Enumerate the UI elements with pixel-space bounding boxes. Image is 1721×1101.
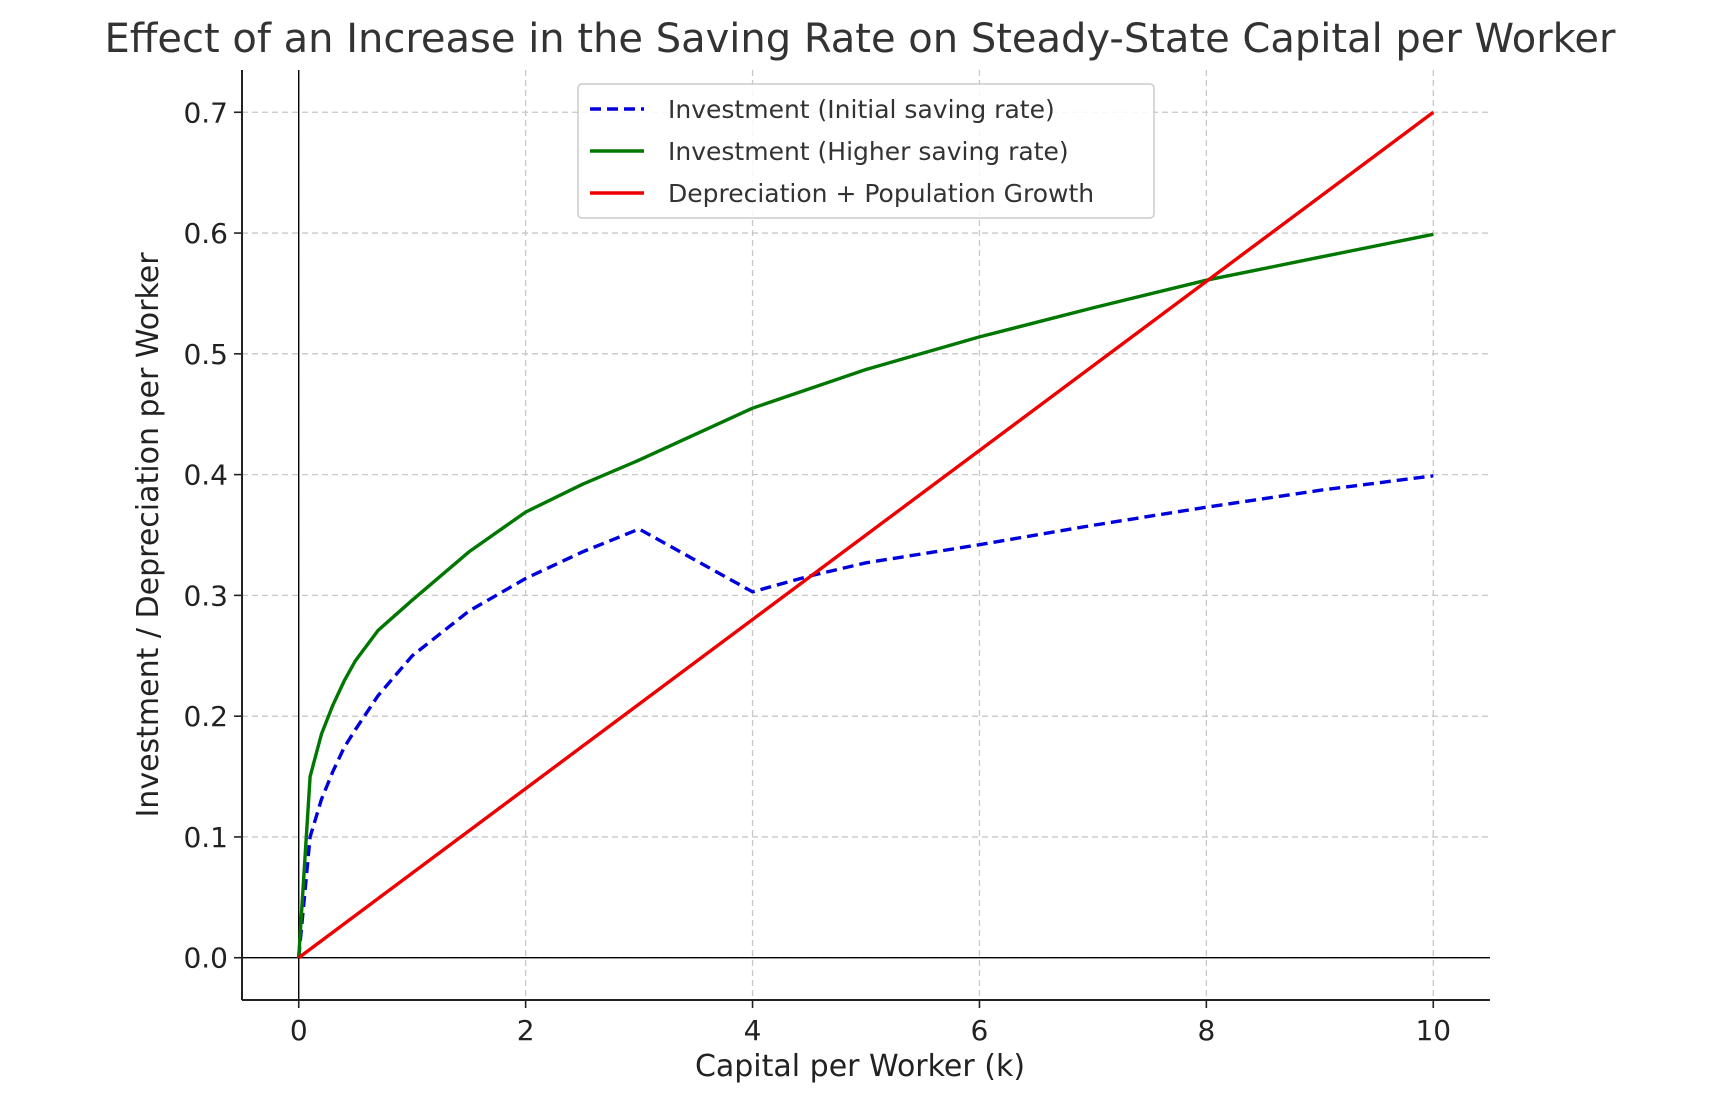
- y-tick-label: 0.6: [183, 217, 228, 250]
- series-line-1: [297, 474, 1434, 958]
- y-tick-label: 0.3: [183, 579, 228, 612]
- legend-entry-label: Investment (Higher saving rate): [668, 137, 1069, 166]
- legend: Investment (Initial saving rate) Investme…: [577, 83, 1155, 219]
- legend-entry-label: Depreciation + Population Growth: [668, 179, 1094, 208]
- y-tick-label: 0.5: [183, 338, 228, 371]
- zero-lines: [242, 70, 1490, 1000]
- y-tick-label: 0.4: [183, 459, 228, 492]
- x-tick-label: 8: [1197, 1014, 1215, 1047]
- legend-entry-label: Investment (Initial saving rate): [668, 95, 1055, 124]
- series-lines: [297, 110, 1435, 960]
- legend-box: [577, 83, 1155, 219]
- x-tick-label: 4: [744, 1014, 762, 1047]
- x-tick-label: 2: [517, 1014, 535, 1047]
- y-tick-label: 0.2: [183, 700, 228, 733]
- x-tick-label: 0: [290, 1014, 308, 1047]
- x-axis-label: Capital per Worker (k): [695, 1049, 1025, 1084]
- tick-labels: 0 2 4 6 8 10 0.0 0.1 0.2 0.3 0.4 0.5 0.6 0.7: [183, 96, 1451, 1047]
- x-tick-label: 10: [1415, 1014, 1451, 1047]
- y-tick-label: 0.0: [183, 942, 228, 975]
- axes-spines: [241, 70, 1490, 1001]
- y-tick-label: 0.1: [183, 821, 228, 854]
- series-line-2: [297, 232, 1434, 958]
- y-tick-label: 0.7: [183, 96, 228, 129]
- chart-title: Effect of an Increase in the Saving Rate…: [105, 16, 1617, 62]
- x-tick-label: 6: [971, 1014, 989, 1047]
- series-line-3: [297, 110, 1435, 960]
- y-axis-label: Investment / Depreciation per Worker: [131, 252, 166, 818]
